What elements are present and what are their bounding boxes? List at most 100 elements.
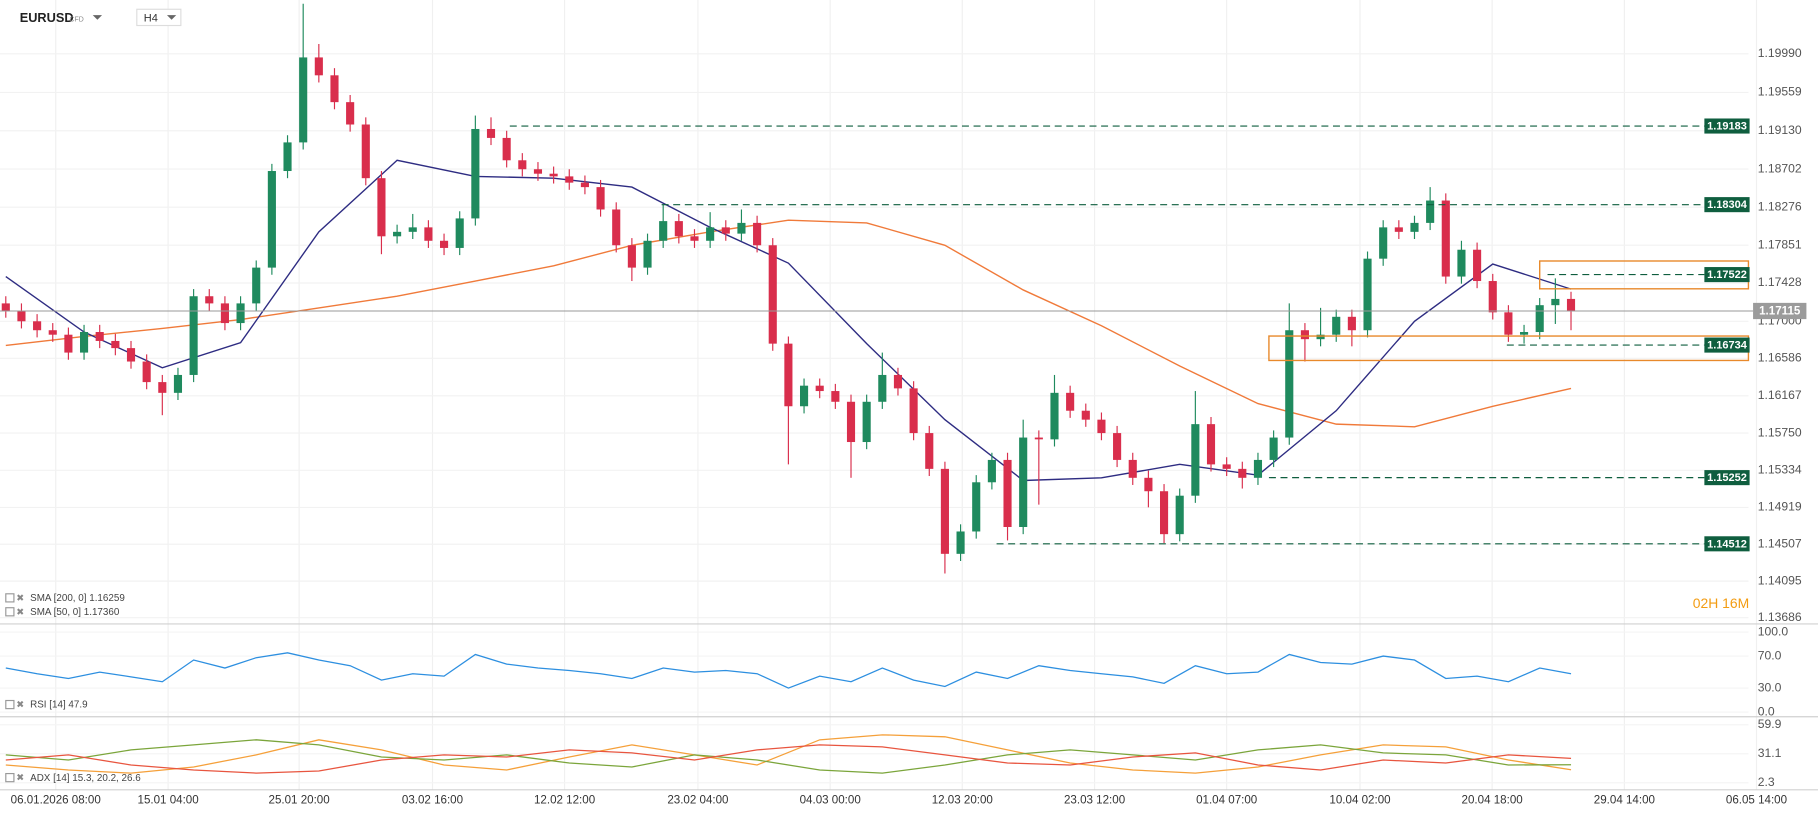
- candle-body: [862, 401, 871, 443]
- y-tick-label: 1.15334: [1758, 463, 1802, 477]
- sma-line: [5, 219, 1572, 428]
- symbol-dropdown[interactable]: [92, 15, 103, 20]
- candle-body: [33, 321, 42, 331]
- candle-body: [126, 348, 136, 362]
- candle-body: [1410, 222, 1419, 232]
- candle-body: [1066, 392, 1075, 411]
- timeframe-box[interactable]: [136, 8, 182, 27]
- level-label: 1.14512: [1707, 538, 1747, 550]
- candle-body: [706, 227, 715, 241]
- candle-body: [1316, 334, 1325, 340]
- candle-body: [799, 385, 809, 407]
- y-tick-label: 1.14919: [1758, 500, 1802, 514]
- candle-body: [518, 160, 527, 170]
- candle-body: [1128, 459, 1137, 478]
- candle-body: [1426, 200, 1435, 223]
- candle-body: [690, 236, 699, 241]
- candle-body: [1159, 491, 1169, 535]
- candle-body: [1379, 227, 1388, 259]
- x-tick-label: 01.04 07:00: [1196, 794, 1257, 806]
- candle-body: [64, 334, 73, 353]
- indicator-line: [5, 652, 1572, 689]
- legend-close[interactable]: ✖: [16, 593, 24, 603]
- countdown: 02H 16M: [1693, 595, 1749, 611]
- candle-body: [299, 57, 308, 143]
- x-tick-label: 04.03 00:00: [800, 794, 861, 806]
- candle-body: [893, 374, 903, 389]
- x-tick-label: 06.05 14:00: [1726, 794, 1787, 806]
- candle-body: [1300, 330, 1309, 340]
- y-tick-label: 30.0: [1758, 680, 1782, 694]
- candle-body: [846, 401, 856, 443]
- candle-body: [878, 374, 887, 402]
- candle-body: [1019, 437, 1028, 528]
- candle-body: [1332, 316, 1341, 335]
- indicator-legend: ADX [14] 15.3, 20.2, 26.6: [30, 773, 141, 784]
- legend-close[interactable]: ✖: [16, 773, 24, 783]
- candle-body: [721, 227, 730, 234]
- candle-body: [1269, 437, 1278, 460]
- candle-body: [1347, 316, 1356, 331]
- candle-body: [1050, 392, 1059, 440]
- candle-body: [393, 231, 402, 237]
- candle-body: [377, 178, 386, 237]
- current-price-label: 1.17115: [1759, 306, 1801, 318]
- y-tick-label: 1.17851: [1758, 237, 1802, 251]
- candle-body: [1034, 437, 1043, 440]
- candle-body: [142, 361, 151, 383]
- candle-body: [346, 102, 355, 125]
- candle-body: [1222, 464, 1231, 469]
- candle-body: [439, 240, 449, 248]
- y-tick-label: 31.1: [1758, 746, 1782, 760]
- level-label: 1.17522: [1707, 269, 1747, 281]
- candle-body: [753, 222, 762, 246]
- legend-icon[interactable]: [5, 772, 15, 783]
- candle-body: [408, 227, 417, 232]
- grid: [0, 0, 1758, 790]
- candle-body: [330, 75, 339, 103]
- candle-body: [1519, 332, 1529, 335]
- candle-body: [220, 303, 229, 324]
- candle-body: [565, 176, 574, 183]
- candle-body: [1535, 305, 1544, 333]
- legend-icon[interactable]: [5, 607, 15, 617]
- candle-body: [1504, 312, 1513, 335]
- y-tick-label: 1.16167: [1758, 388, 1802, 402]
- legend-icon[interactable]: [5, 699, 15, 710]
- y-tick-label: 1.18276: [1758, 199, 1802, 213]
- level-label: 1.15252: [1707, 472, 1747, 484]
- candle-body: [314, 57, 323, 76]
- legend-close[interactable]: ✖: [16, 607, 24, 617]
- indicator-line: [5, 739, 1572, 774]
- candle-body: [424, 227, 433, 241]
- candle-body: [627, 245, 636, 268]
- overlay-legend: SMA [50, 0] 1.17360: [30, 607, 120, 618]
- y-tick-label: 1.15750: [1758, 425, 1802, 439]
- timeframe[interactable]: H4: [144, 12, 158, 24]
- candle-body: [111, 340, 120, 349]
- legend-close[interactable]: ✖: [16, 700, 24, 710]
- candle-body: [1097, 419, 1106, 434]
- x-tick-label: 12.02 12:00: [534, 794, 595, 806]
- x-tick-label: 10.04 02:00: [1329, 794, 1390, 806]
- y-tick-label: 1.13686: [1758, 610, 1802, 624]
- legend-icon[interactable]: [5, 593, 15, 603]
- candle-body: [486, 128, 496, 138]
- candle-body: [1441, 200, 1450, 277]
- candle-body: [79, 332, 89, 353]
- candle-body: [471, 128, 480, 219]
- candle-body: [1175, 495, 1184, 535]
- x-tick-label: 29.04 14:00: [1594, 794, 1655, 806]
- candle-body: [768, 245, 777, 344]
- candle-body: [1473, 249, 1482, 282]
- candle-body: [267, 171, 276, 268]
- x-tick-label: 06.01.2026 08:00: [11, 794, 101, 806]
- x-tick-label: 20.04 18:00: [1462, 794, 1523, 806]
- candle-body: [1488, 281, 1497, 313]
- symbol[interactable]: EURUSD: [20, 10, 74, 25]
- timeframe-dropdown[interactable]: [166, 15, 177, 20]
- indicator-line: [5, 734, 1572, 774]
- x-tick-label: 23.03 12:00: [1064, 794, 1125, 806]
- y-tick-label: 70.0: [1758, 648, 1782, 662]
- candle-body: [1457, 249, 1466, 277]
